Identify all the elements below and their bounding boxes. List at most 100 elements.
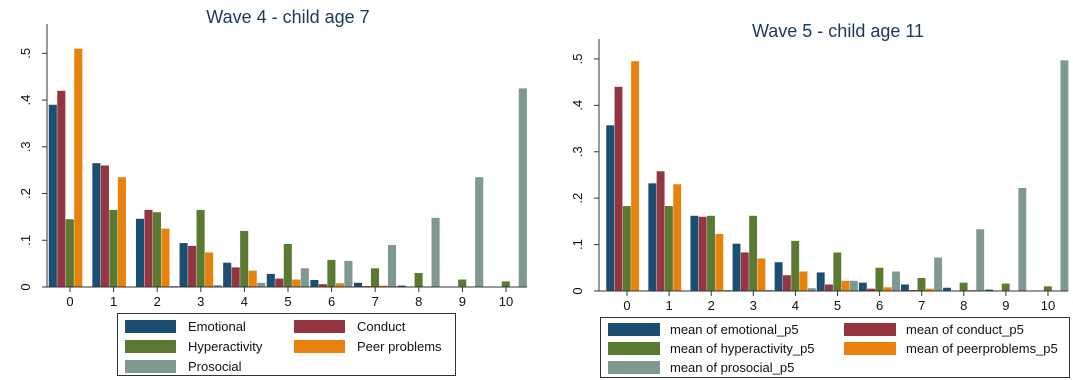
bar-conduct-3: [188, 245, 197, 287]
y-tick-label: .4: [570, 100, 585, 111]
legend-item: mean of hyperactivity_p5: [608, 341, 815, 356]
bar-mean-of-hyperactivity-p5-0: [622, 206, 631, 291]
bar-peer-problems-6: [335, 283, 344, 287]
bar-hyperactivity-0: [65, 219, 74, 287]
bar-mean-of-hyperactivity-p5-3: [749, 215, 758, 291]
y-tick-label: 0: [570, 287, 585, 294]
bar-mean-of-peerproblems-p5-2: [715, 233, 724, 291]
bar-mean-of-hyperactivity-p5-2: [707, 215, 715, 291]
y-tick-label: .2: [18, 188, 33, 199]
bar-mean-of-emotional-p5-2: [690, 215, 699, 291]
legend-swatch: [294, 340, 345, 353]
x-tick-label: 2: [154, 294, 161, 309]
legend-swatch: [844, 323, 896, 336]
x-tick-label: 1: [110, 294, 117, 309]
bar-conduct-1: [100, 165, 109, 287]
bar-mean-of-emotional-p5-9: [985, 289, 994, 291]
bar-mean-of-prosocial-p5-5: [849, 280, 858, 291]
bar-mean-of-peerproblems-p5-3: [757, 258, 766, 291]
y-tick-label: .2: [570, 193, 585, 204]
x-tick-label: 3: [750, 298, 757, 313]
bar-hyperactivity-3: [196, 209, 205, 287]
bar-mean-of-hyperactivity-p5-6: [875, 267, 884, 291]
legend-item: mean of emotional_p5: [608, 322, 799, 337]
x-tick-label: 0: [66, 294, 73, 309]
bar-peer-problems-3: [205, 252, 214, 287]
legend-item: Emotional: [125, 319, 246, 334]
bar-prosocial-9: [475, 177, 484, 287]
legend-item: mean of prosocial_p5: [608, 360, 794, 375]
bar-prosocial-10: [518, 88, 527, 287]
bar-mean-of-hyperactivity-p5-1: [664, 206, 673, 291]
x-tick-label: 4: [241, 294, 248, 309]
bar-hyperactivity-8: [414, 272, 423, 287]
legend-swatch: [125, 360, 176, 373]
bar-mean-of-conduct-p5-0: [614, 86, 623, 292]
bar-emotional-3: [179, 243, 188, 287]
legend-item: Peer problems: [294, 339, 442, 354]
bar-peer-problems-0: [74, 48, 83, 287]
bar-peer-problems-2: [161, 228, 170, 287]
legend-swatch: [294, 320, 345, 333]
legend-label: Conduct: [357, 319, 406, 334]
y-tick-label: .4: [18, 95, 33, 106]
bar-emotional-2: [135, 218, 145, 287]
legend-label: mean of conduct_p5: [906, 322, 1024, 337]
bar-emotional-8: [397, 285, 406, 287]
bar-mean-of-conduct-p5-1: [656, 171, 665, 291]
legend-swatch: [844, 342, 896, 355]
x-tick-label: 8: [415, 294, 422, 309]
bar-hyperactivity-9: [458, 279, 467, 287]
x-tick-label: 6: [328, 294, 335, 309]
y-tick-label: .3: [570, 146, 585, 157]
bar-prosocial-4: [257, 282, 266, 287]
bar-mean-of-emotional-p5-6: [858, 282, 867, 291]
legend-swatch: [125, 340, 176, 353]
x-tick-label: 5: [284, 294, 291, 309]
bar-hyperactivity-5: [283, 244, 292, 287]
bar-emotional-0: [48, 104, 57, 287]
legend-item: mean of conduct_p5: [844, 322, 1024, 337]
bar-mean-of-prosocial-p5-10: [1060, 60, 1069, 291]
bar-mean-of-conduct-p5-5: [825, 284, 833, 291]
x-tick-label: 9: [459, 294, 466, 309]
bar-mean-of-conduct-p5-2: [698, 216, 707, 291]
bar-emotional-4: [223, 262, 232, 287]
bar-mean-of-prosocial-p5-6: [892, 271, 900, 291]
x-tick-label: 10: [1041, 298, 1055, 313]
legend-item: mean of peerproblems_p5: [844, 341, 1058, 356]
bar-mean-of-peerproblems-p5-1: [673, 184, 682, 291]
legend-label: mean of prosocial_p5: [670, 360, 795, 375]
bar-mean-of-hyperactivity-p5-7: [917, 278, 926, 291]
bar-mean-of-peerproblems-p5-4: [799, 271, 808, 291]
bar-emotional-6: [310, 279, 319, 287]
legend-label: mean of hyperactivity_p5: [670, 341, 815, 356]
bar-conduct-0: [57, 90, 66, 287]
bar-emotional-5: [266, 273, 275, 287]
bar-hyperactivity-4: [240, 230, 249, 287]
y-tick-label: .1: [570, 239, 585, 250]
bar-prosocial-6: [344, 260, 353, 287]
bar-mean-of-emotional-p5-8: [943, 287, 951, 291]
bar-mean-of-peerproblems-p5-5: [841, 280, 850, 291]
x-tick-label: 0: [623, 298, 630, 313]
chart-wave-5: Wave 5 - child age 11 0 .1 .2 .3 .4 .5 0 1 2 3 4 5 6…: [570, 21, 1069, 313]
bar-peer-problems-7: [379, 285, 388, 287]
bar-hyperactivity-7: [370, 268, 380, 287]
chart-wave-4: Wave 4 - child age 7 0 .1 .2 .3 .4 .5 0 1 2 3 4 5 6 7…: [18, 7, 527, 309]
bar-mean-of-hyperactivity-p5-5: [833, 252, 842, 291]
y-tick-label: .5: [570, 53, 585, 64]
legend-item: Hyperactivity: [125, 339, 262, 354]
bar-mean-of-emotional-p5-7: [900, 284, 909, 291]
y-tick-label: .5: [18, 48, 33, 59]
legend-label: Hyperactivity: [188, 339, 263, 354]
bar-mean-of-prosocial-p5-9: [1018, 187, 1027, 291]
bar-mean-of-prosocial-p5-4: [807, 288, 816, 291]
bar-peer-problems-4: [248, 270, 257, 287]
bar-prosocial-5: [300, 268, 309, 287]
chart-title: Wave 4 - child age 7: [206, 7, 369, 27]
bar-mean-of-emotional-p5-3: [732, 243, 741, 291]
bar-mean-of-emotional-p5-0: [606, 125, 615, 291]
